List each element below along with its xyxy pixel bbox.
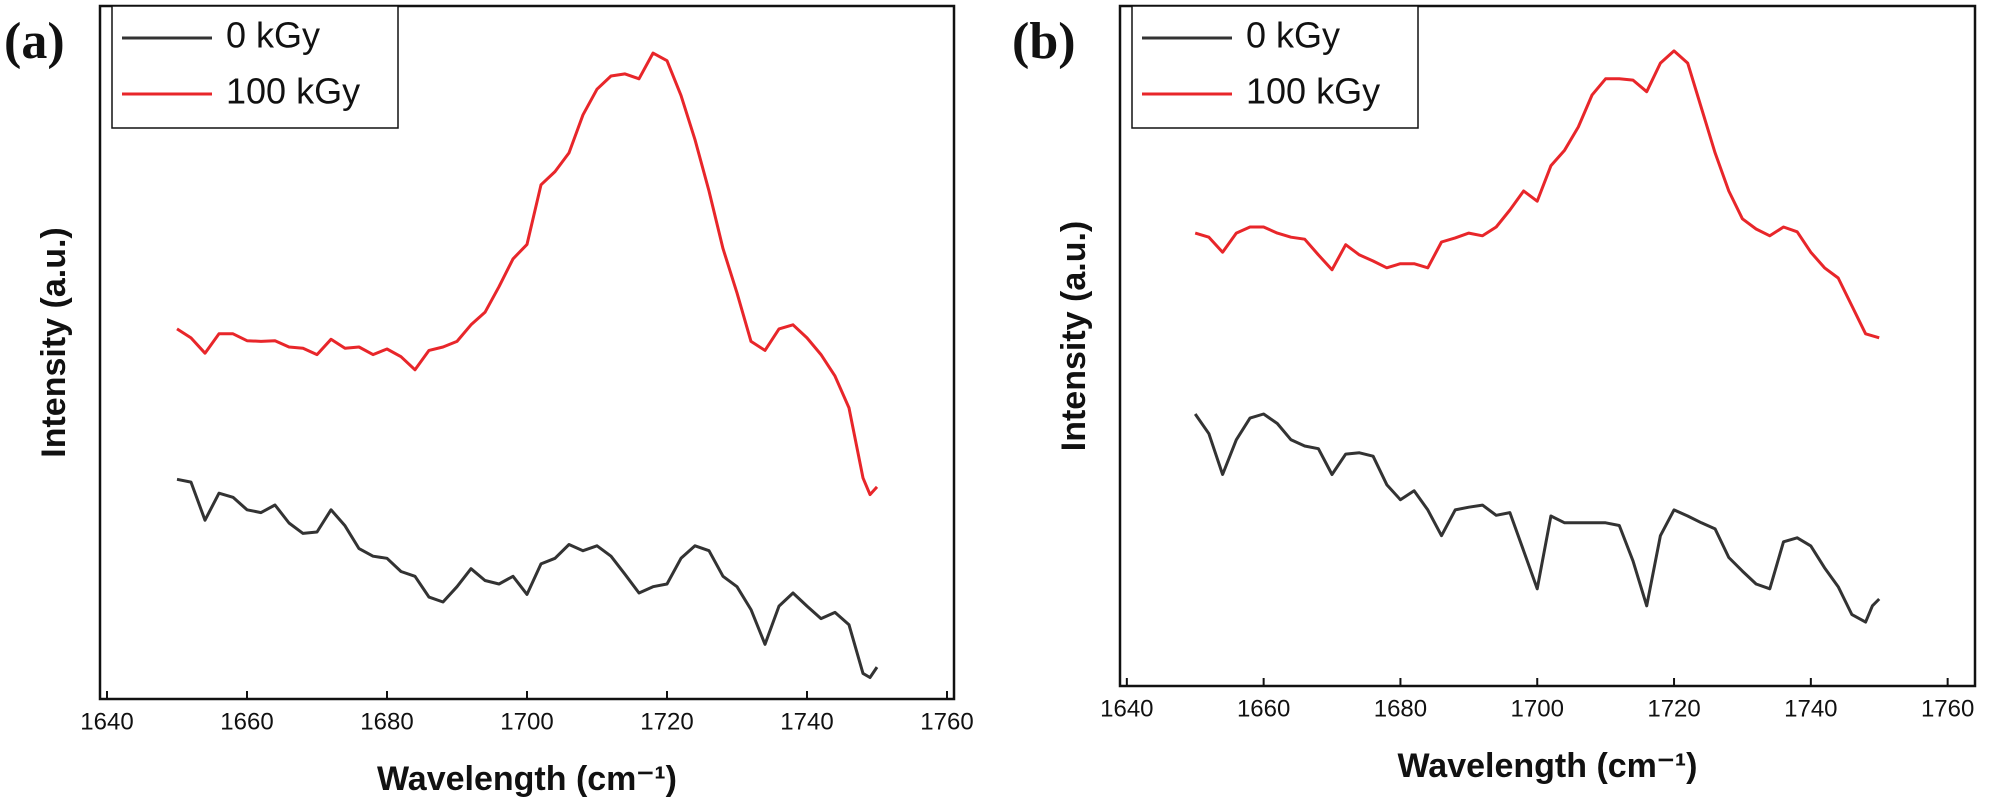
- legend-label: 0 kGy: [226, 15, 320, 56]
- data-line: [176, 477, 879, 679]
- panel-label: (b): [1012, 13, 1076, 70]
- x-tick-label: 1720: [640, 708, 693, 735]
- legend-box: [1131, 5, 1419, 129]
- x-tick-label: 1740: [780, 708, 833, 735]
- chart-panel: 1640 1660 1680 1700 1720 1740 1760 0 kGy 100 kGy…: [4, 4, 974, 798]
- x-axis-title: Wavelength (cm⁻¹): [377, 760, 677, 798]
- panel-label: (a): [4, 13, 65, 70]
- x-tick-label: 1700: [1511, 695, 1564, 722]
- x-tick-label: 1640: [80, 708, 133, 735]
- x-tick-label: 1740: [1784, 695, 1837, 722]
- x-tick-label: 1680: [1374, 695, 1427, 722]
- x-tick-label: 1760: [1921, 695, 1974, 722]
- data-line: [1193, 412, 1881, 624]
- chart-panel: 1640 1660 1680 1700 1720 1740 1760 0 kGy 100 kGy…: [1012, 4, 1977, 785]
- legend-label: 100 kGy: [226, 71, 360, 112]
- x-tick-label: 1640: [1100, 695, 1153, 722]
- x-axis-title: Wavelength (cm⁻¹): [1397, 747, 1697, 785]
- x-tick-label: 1680: [360, 708, 413, 735]
- y-axis-title: Intensity (a.u.): [1055, 221, 1093, 451]
- data-line: [1194, 49, 1880, 340]
- x-tick-label: 1700: [500, 708, 553, 735]
- x-tick-label: 1660: [220, 708, 273, 735]
- legend: 0 kGy 100 kGy: [1131, 5, 1419, 129]
- y-axis-title: Intensity (a.u.): [35, 227, 73, 457]
- legend-label: 0 kGy: [1246, 15, 1340, 56]
- legend: 0 kGy 100 kGy: [111, 5, 399, 129]
- x-tick-label: 1720: [1647, 695, 1700, 722]
- x-tick-label: 1760: [920, 708, 973, 735]
- legend-label: 100 kGy: [1246, 71, 1380, 112]
- plot-frame: [98, 4, 956, 701]
- x-tick-label: 1660: [1237, 695, 1290, 722]
- plot-frame: [1118, 4, 1977, 688]
- legend-box: [111, 5, 399, 129]
- data-line: [176, 51, 879, 497]
